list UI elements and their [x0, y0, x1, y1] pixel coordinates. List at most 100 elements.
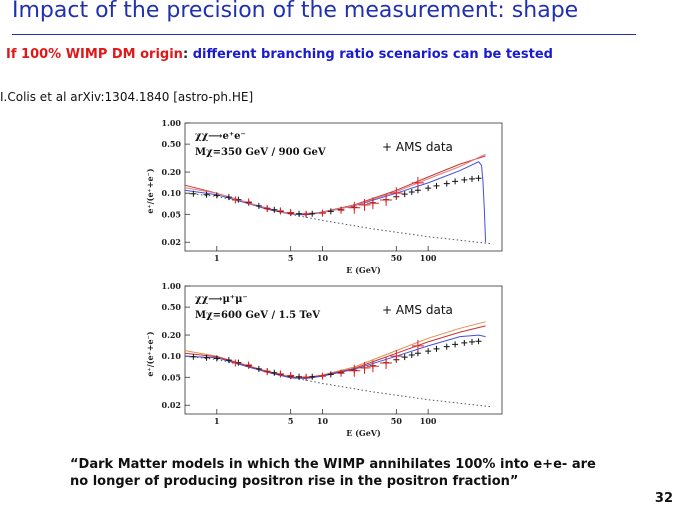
y-tick-label: 0.05 [162, 209, 181, 219]
x-tick-label: 5 [288, 416, 294, 426]
data-point-ams [452, 341, 459, 348]
data-point-ams [190, 353, 197, 360]
data-point-ams [271, 369, 278, 376]
positron-fraction-plot-ee: 0.02 0.05 0.10 0.20 0.50 1.00 1 5 10 50 100 E (GeV)… [145, 118, 503, 275]
channel-label: χχ⟶μ⁺μ⁻ [195, 294, 248, 305]
model-curve [184, 325, 486, 379]
data-point-reference [302, 373, 310, 381]
y-tick-label: 0.10 [162, 351, 182, 361]
data-point-reference [231, 359, 239, 367]
data-point-reference [390, 187, 403, 200]
data-point-ams [475, 175, 482, 182]
x-axis-label: E (GeV) [346, 428, 381, 438]
data-point-ams [468, 175, 475, 182]
data-point-reference [318, 372, 326, 380]
y-tick-label: 1.00 [162, 118, 182, 128]
data-point-reference [380, 193, 393, 206]
x-tick-label: 10 [317, 416, 329, 426]
data-point-reference [302, 210, 310, 218]
plot-frame [184, 122, 503, 252]
data-point-reference [245, 198, 253, 206]
data-point-reference [348, 364, 361, 377]
subtitle-statement: different branching ratio scenarios can … [192, 47, 553, 62]
data-point-ams [468, 338, 475, 345]
data-point-reference [337, 369, 345, 377]
data-point-ams [401, 354, 408, 361]
y-axis-label: e⁺/(e⁺+e⁻) [145, 331, 155, 376]
data-point-ams [255, 202, 262, 209]
plot-frame [184, 285, 503, 415]
data-point-reference [358, 198, 371, 211]
y-tick-label: 0.50 [162, 139, 182, 149]
data-point-ams [425, 185, 432, 192]
data-point-ams [475, 338, 482, 345]
y-tick-label: 0.20 [162, 167, 182, 177]
y-tick-label: 0.05 [162, 372, 181, 382]
data-point-ams [461, 176, 468, 183]
x-tick-label: 1 [214, 416, 220, 426]
model-curve [184, 153, 486, 215]
data-point-ams [408, 351, 415, 358]
slide-title: Impact of the precision of the measureme… [12, 0, 579, 23]
background-curve [184, 192, 492, 245]
data-point-ams [327, 208, 334, 215]
data-point-ams [327, 371, 334, 378]
x-tick-label: 1 [214, 253, 220, 263]
model-curve [184, 161, 487, 243]
data-point-ams [309, 373, 316, 380]
data-point-ams [309, 210, 316, 217]
data-point-ams [190, 190, 197, 197]
data-point-ams [203, 191, 210, 198]
x-tick-label: 50 [391, 253, 403, 263]
data-point-reference [231, 196, 239, 204]
title-underline [12, 34, 636, 35]
data-point-ams [213, 192, 220, 199]
data-point-reference [411, 339, 424, 352]
data-point-ams [296, 210, 303, 217]
data-point-ams [425, 348, 432, 355]
data-point-reference [263, 205, 271, 213]
data-point-reference [380, 356, 393, 369]
y-tick-label: 0.20 [162, 330, 182, 340]
ams-overlay-label: + AMS data [382, 140, 453, 154]
data-point-ams [271, 206, 278, 213]
quote: “Dark Matter models in which the WIMP an… [70, 456, 596, 490]
model-curve [184, 155, 486, 215]
data-point-ams [461, 339, 468, 346]
x-tick-label: 100 [420, 416, 437, 426]
data-point-reference [366, 360, 379, 373]
channel-label: χχ⟶e⁺e⁻ [195, 131, 246, 142]
data-point-reference [358, 361, 371, 374]
y-tick-label: 0.02 [162, 400, 181, 410]
page-number: 32 [654, 491, 673, 506]
data-point-reference [348, 201, 361, 214]
data-point-reference [337, 206, 345, 214]
data-point-ams [452, 178, 459, 185]
data-point-ams [408, 188, 415, 195]
mass-label: Mχ=600 GeV / 1.5 TeV [195, 310, 320, 321]
y-tick-label: 0.50 [162, 302, 182, 312]
data-point-ams [213, 355, 220, 362]
mass-label: Mχ=350 GeV / 900 GeV [195, 147, 326, 158]
background-curve [184, 355, 492, 408]
data-point-ams [255, 365, 262, 372]
data-point-reference [318, 209, 326, 217]
quote-line-2: no longer of producing positron rise in … [70, 474, 519, 489]
data-point-reference [287, 372, 295, 380]
data-point-reference [245, 361, 253, 369]
quote-line-1: “Dark Matter models in which the WIMP an… [70, 457, 596, 472]
ams-overlay-label: + AMS data [382, 303, 453, 317]
data-point-reference [263, 368, 271, 376]
positron-fraction-plot-mumu: 0.02 0.05 0.10 0.20 0.50 1.00 1 5 10 50 100 E (GeV)… [145, 281, 503, 438]
y-tick-label: 0.10 [162, 188, 182, 198]
y-tick-label: 0.02 [162, 237, 181, 247]
citation: I.Colis et al arXiv:1304.1840 [astro-ph.… [0, 90, 254, 104]
subtitle-colon: : [182, 47, 189, 62]
subtitle-condition: If 100% WIMP DM origin [6, 47, 183, 62]
x-tick-label: 5 [288, 253, 294, 263]
y-tick-label: 1.00 [162, 281, 182, 291]
data-point-reference [276, 370, 284, 378]
model-curve [184, 321, 486, 378]
data-point-reference [276, 207, 284, 215]
data-point-ams [443, 343, 450, 350]
